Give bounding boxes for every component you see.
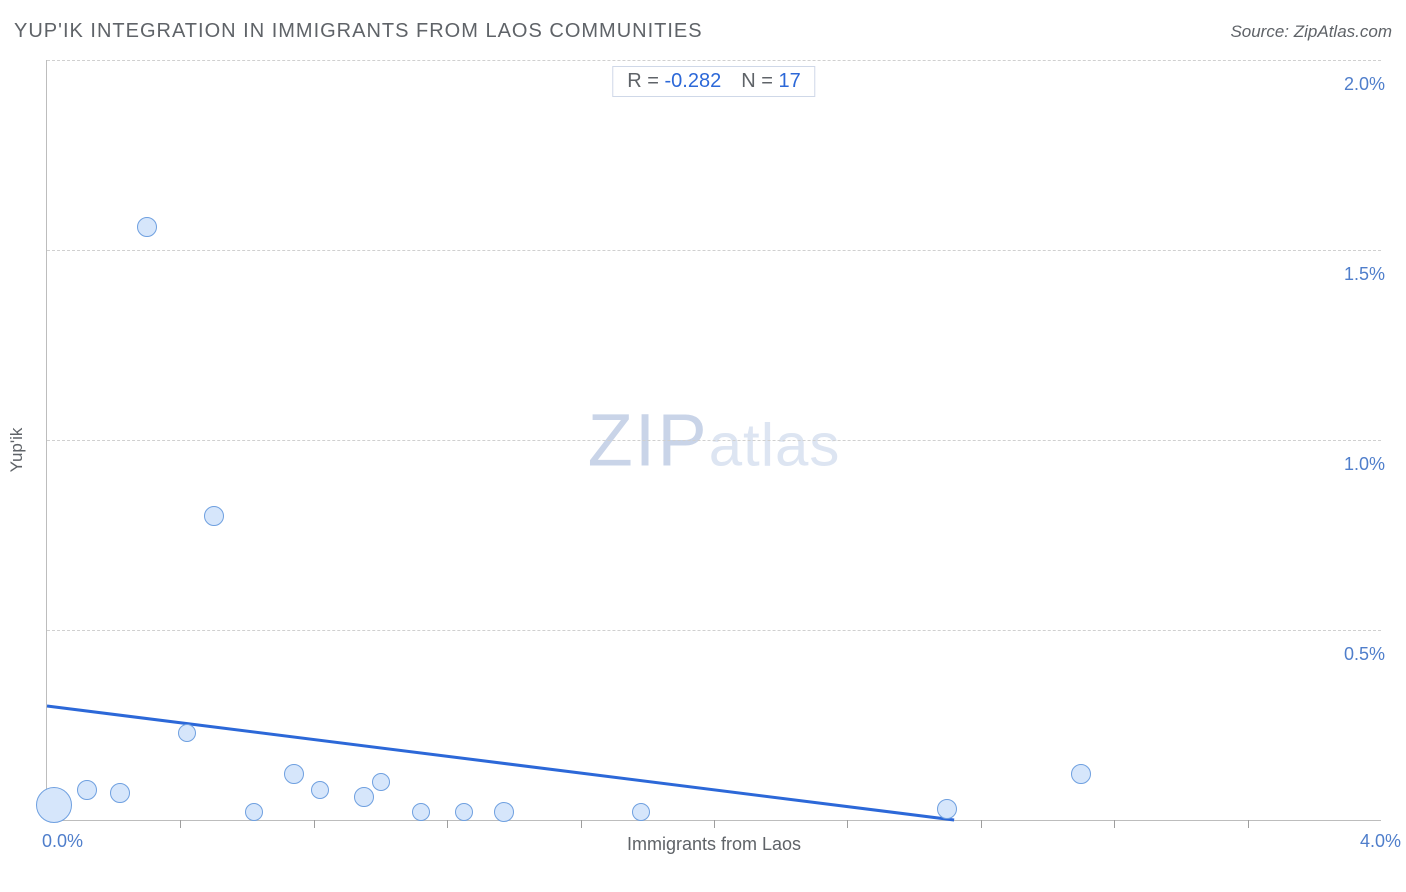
data-point (372, 773, 390, 791)
data-point (937, 799, 957, 819)
data-point (632, 803, 650, 821)
y-tick-label: 0.5% (1344, 644, 1385, 665)
y-tick-label: 1.5% (1344, 264, 1385, 285)
data-point (455, 803, 473, 821)
x-start-label: 0.0% (42, 831, 83, 852)
regression-line (47, 60, 1381, 820)
data-point (110, 783, 130, 803)
n-value: 17 (778, 70, 800, 92)
header: YUP'IK INTEGRATION IN IMMIGRANTS FROM LA… (14, 20, 1392, 43)
data-point (412, 803, 430, 821)
data-point (178, 724, 196, 742)
r-value: -0.282 (665, 70, 722, 92)
data-point (77, 780, 97, 800)
x-tick (581, 820, 582, 828)
x-tick (981, 820, 982, 828)
r-label: R = (627, 70, 659, 92)
y-axis-title: Yup'ik (7, 428, 27, 473)
data-point (494, 802, 514, 822)
stats-box: R = -0.282 N = 17 (612, 66, 815, 97)
data-point (284, 764, 304, 784)
x-axis-title: Immigrants from Laos (627, 834, 801, 855)
data-point (245, 803, 263, 821)
data-point (1071, 764, 1091, 784)
data-point (36, 787, 72, 823)
x-tick (314, 820, 315, 828)
data-point (137, 217, 157, 237)
n-stat: N = 17 (741, 70, 801, 93)
n-label: N = (741, 70, 773, 92)
x-tick (1114, 820, 1115, 828)
source-label: Source: ZipAtlas.com (1230, 22, 1392, 42)
x-end-label: 4.0% (1360, 831, 1401, 852)
x-tick (847, 820, 848, 828)
x-tick (447, 820, 448, 828)
x-tick (180, 820, 181, 828)
x-tick (714, 820, 715, 828)
data-point (354, 787, 374, 807)
data-point (204, 506, 224, 526)
r-stat: R = -0.282 (627, 70, 721, 93)
plot-area: ZIPatlas R = -0.282 N = 17 Yup'ik Immigr… (46, 60, 1381, 821)
chart-title: YUP'IK INTEGRATION IN IMMIGRANTS FROM LA… (14, 20, 703, 43)
data-point (311, 781, 329, 799)
x-tick (1248, 820, 1249, 828)
y-tick-label: 2.0% (1344, 74, 1385, 95)
y-tick-label: 1.0% (1344, 454, 1385, 475)
